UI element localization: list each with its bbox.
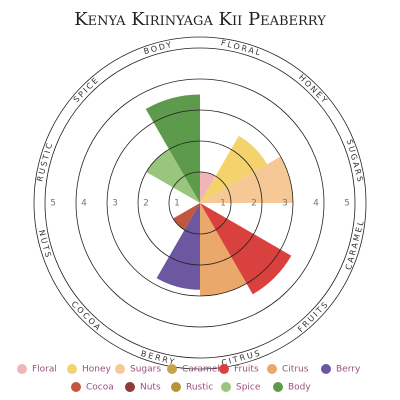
legend-swatch [219,364,229,374]
category-label: Rustic [35,140,54,182]
sector [200,156,293,203]
category-label: Sugars [345,138,365,184]
r-tick-label: 5 [344,199,350,209]
outer-ring [33,36,367,370]
sector [145,94,200,203]
legend-label: Honey [82,365,112,375]
legend-swatch [267,364,277,374]
grid-ring [106,109,294,297]
category-label: Floral [220,38,263,58]
legend-label: Nuts [140,383,161,393]
legend-label: Cocoa [86,383,114,393]
grid-ring [137,140,263,266]
grid-ring [44,47,356,359]
legend-label: Fruits [234,365,259,375]
legend-swatch [71,382,81,392]
grid-ring [75,78,325,328]
r-tick-label: 1 [220,199,226,209]
r-tick-label: 2 [143,199,149,209]
legend-swatch [167,364,177,374]
legend-label: Rustic [186,383,213,393]
sector [200,203,292,295]
legend-label: Spice [236,383,261,393]
legend-swatch [17,364,27,374]
legend-swatch [221,382,231,392]
legend-swatch [125,382,135,392]
sector [200,203,247,296]
r-tick-label: 3 [112,199,118,209]
sector [200,135,268,203]
legend-label: Citrus [282,365,309,375]
r-tick-label: 3 [282,199,288,209]
legend-swatch [115,364,125,374]
legend-swatch [321,364,331,374]
sector [173,203,200,230]
legend-label: Caramel [182,365,220,375]
legend-swatch [273,382,283,392]
category-label: Cocoa [70,299,104,333]
r-tick-label: 4 [81,199,87,209]
sector [146,149,200,203]
legend-swatch [171,382,181,392]
legend-label: Body [288,383,311,393]
sector [156,203,200,290]
chart-title: Kenya Kirinyaga Kii Peaberry [74,9,326,30]
category-label: Honey [297,73,330,106]
legend-label: Floral [32,365,57,375]
grid-ring [168,171,232,235]
legend-swatch [67,364,77,374]
category-label: Fruits [296,299,331,334]
legend-label: Sugars [130,365,161,375]
r-tick-label: 2 [251,199,257,209]
r-tick-label: 5 [50,199,56,209]
category-label: Spice [72,75,102,105]
r-tick-label: 1 [174,199,180,209]
sector [200,172,216,203]
r-tick-label: 4 [313,199,319,209]
legend-label: Berry [336,365,361,375]
